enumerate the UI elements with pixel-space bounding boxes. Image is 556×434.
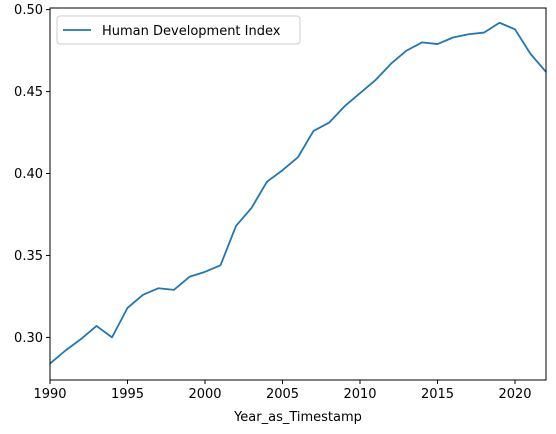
plot-area — [49, 21, 547, 365]
y-axis-ticks: 0.30 0.35 0.40 0.45 0.50 — [14, 3, 50, 346]
series-line-0 — [49, 21, 547, 365]
x-tick-label: 2000 — [188, 387, 221, 402]
y-tick-label: 0.40 — [14, 167, 43, 182]
legend: Human Development Index — [56, 15, 301, 45]
x-tick-label: 2020 — [498, 387, 531, 402]
y-tick-label: 0.45 — [14, 85, 43, 100]
x-axis-label: Year_as_Timestamp — [233, 410, 362, 425]
x-tick-label: 2005 — [266, 387, 299, 402]
x-tick-label: 1995 — [111, 387, 144, 402]
y-tick-label: 0.35 — [14, 249, 43, 264]
y-tick-label: 0.30 — [14, 331, 43, 346]
x-axis-ticks: 1990 1995 2000 2005 2010 2015 2020 — [33, 380, 532, 402]
legend-label-human-development-index: Human Development Index — [102, 24, 281, 39]
y-tick-label: 0.50 — [14, 3, 43, 18]
x-tick-label: 1990 — [33, 387, 66, 402]
x-tick-label: 2010 — [343, 387, 376, 402]
plot-frame — [49, 7, 547, 381]
legend-box — [56, 15, 301, 45]
x-tick-label: 2015 — [421, 387, 454, 402]
